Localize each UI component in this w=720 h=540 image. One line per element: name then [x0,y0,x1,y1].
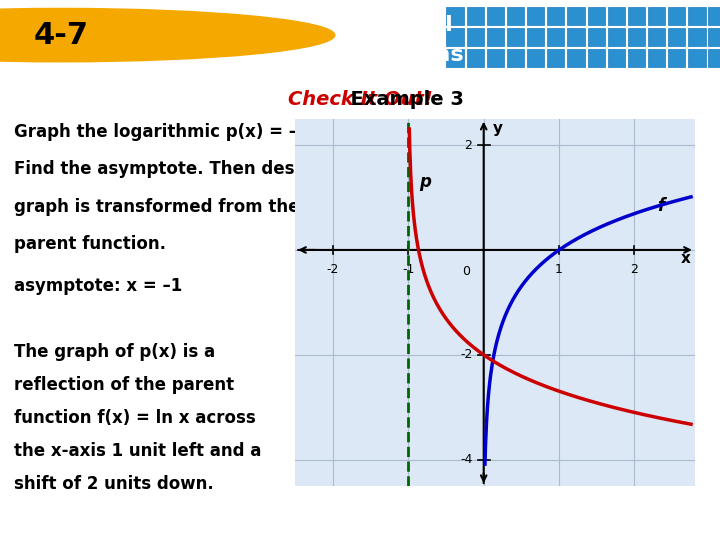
Bar [688,7,706,24]
Bar [567,7,585,24]
Bar [668,49,685,66]
Bar [608,49,625,66]
Bar [547,7,564,24]
Text: the x-axis 1 unit left and a: the x-axis 1 unit left and a [14,442,262,460]
Bar [446,28,464,45]
Text: -2: -2 [327,263,339,276]
Bar [628,49,645,66]
Bar [628,7,645,24]
Text: f: f [657,197,665,214]
Text: y: y [492,122,503,137]
Bar [588,28,605,45]
Text: graph is transformed from the graph of its: graph is transformed from the graph of i… [14,198,414,216]
Bar [708,7,720,24]
Text: reflection of the parent: reflection of the parent [14,376,235,394]
Text: -4: -4 [460,453,472,466]
Text: 1: 1 [555,263,563,276]
Bar [446,49,464,66]
Text: shift of 2 units down.: shift of 2 units down. [14,475,214,493]
Bar [487,28,504,45]
Bar [467,7,484,24]
Text: p: p [420,173,431,191]
Bar [547,49,564,66]
Text: Copyright © by Holt Mc Dougal. All Rights Reserved.: Copyright © by Holt Mc Dougal. All Right… [413,520,706,530]
Text: 4-7: 4-7 [34,21,89,50]
Text: and Logarithmic Functions: and Logarithmic Functions [130,45,463,65]
Bar [608,28,625,45]
Bar [507,49,524,66]
Bar [708,28,720,45]
Bar [527,49,544,66]
Text: Graph the logarithmic p(x) = –ln(x + 1) – 2.: Graph the logarithmic p(x) = –ln(x + 1) … [14,123,415,141]
Bar [648,28,665,45]
Text: Transforming Exponential: Transforming Exponential [130,15,452,35]
Bar [467,28,484,45]
Text: -1: -1 [402,263,415,276]
Bar [446,7,464,24]
Bar [467,49,484,66]
Text: 2: 2 [464,139,472,152]
Text: function f(x) = ln x across: function f(x) = ln x across [14,409,256,427]
Bar [588,49,605,66]
Bar [648,49,665,66]
Text: -2: -2 [460,348,472,361]
Circle shape [0,9,335,62]
Bar [708,49,720,66]
Text: 0: 0 [462,265,470,278]
Text: The graph of p(x) is a: The graph of p(x) is a [14,343,215,361]
Bar [527,7,544,24]
Text: 2: 2 [631,263,639,276]
Bar [608,7,625,24]
Bar [487,7,504,24]
Bar [588,7,605,24]
Text: x: x [681,251,691,266]
Text: Find the asymptote. Then describe how the: Find the asymptote. Then describe how th… [14,160,423,178]
Bar [507,28,524,45]
Bar [688,49,706,66]
Text: Holt McDougal Algebra 2: Holt McDougal Algebra 2 [14,518,170,532]
Bar [547,28,564,45]
Text: parent function.: parent function. [14,235,166,253]
Bar [688,28,706,45]
Bar [668,28,685,45]
Text: Check It Out!: Check It Out! [287,90,433,109]
Bar [567,28,585,45]
Bar [668,7,685,24]
Bar [507,7,524,24]
Text: asymptote: x = –1: asymptote: x = –1 [14,277,183,295]
Bar [648,7,665,24]
Bar [527,28,544,45]
Text: Example 3: Example 3 [256,90,464,109]
Bar [628,28,645,45]
Bar [487,49,504,66]
Bar [567,49,585,66]
